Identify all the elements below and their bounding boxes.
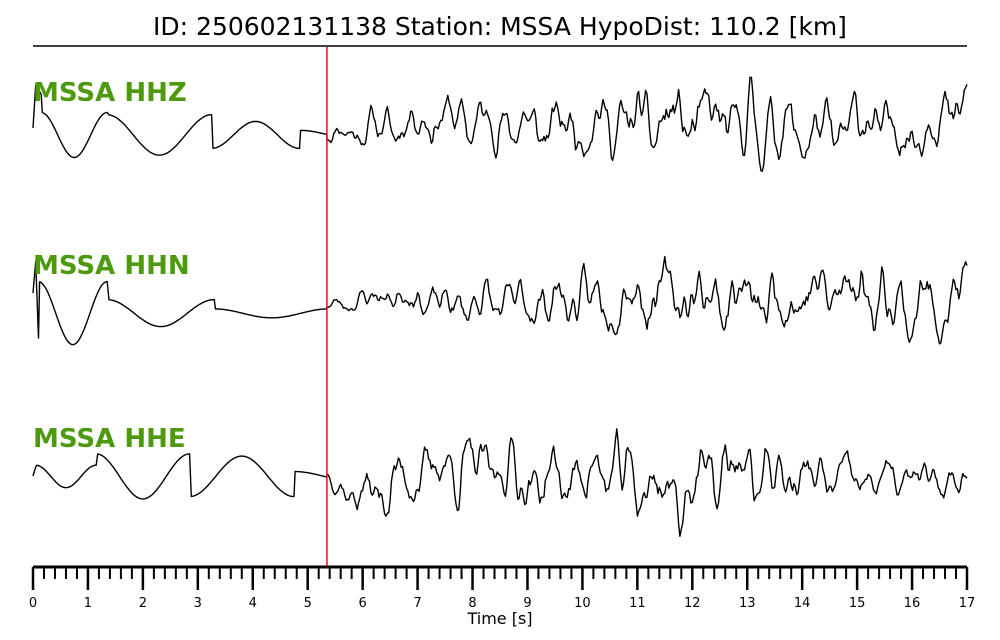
trace-line-0 <box>32 76 968 172</box>
tick-label-7: 7 <box>413 596 421 611</box>
x-axis-label: Time [s] <box>466 609 532 628</box>
trace-labels-group: MSSA HHZ MSSA HHN MSSA HHE <box>33 78 190 454</box>
trace-label-1: MSSA HHN <box>33 251 190 281</box>
traces-group <box>32 76 968 537</box>
tick-label-10: 10 <box>574 596 591 611</box>
tick-label-14: 14 <box>794 596 811 611</box>
tick-label-0: 0 <box>29 596 37 611</box>
tick-label-8: 8 <box>468 596 476 611</box>
tick-label-13: 13 <box>739 596 756 611</box>
time-axis: 0 1 2 3 4 5 6 7 8 9 10 11 12 13 14 15 16 17 <box>29 565 976 611</box>
trace-label-2: MSSA HHE <box>33 424 186 454</box>
tick-label-17: 17 <box>959 596 976 611</box>
figure-title: ID: 250602131138 Station: MSSA HypoDist:… <box>153 12 847 41</box>
tick-label-11: 11 <box>629 596 646 611</box>
tick-label-9: 9 <box>523 596 531 611</box>
tick-label-4: 4 <box>249 596 257 611</box>
trace-line-2 <box>32 428 968 537</box>
tick-label-15: 15 <box>849 596 866 611</box>
tick-label-16: 16 <box>904 596 921 611</box>
tick-label-5: 5 <box>304 596 312 611</box>
trace-line-1 <box>32 255 968 346</box>
tick-label-3: 3 <box>194 596 202 611</box>
trace-label-0: MSSA HHZ <box>33 78 187 108</box>
tick-label-6: 6 <box>359 596 367 611</box>
tick-label-12: 12 <box>684 596 701 611</box>
tick-label-1: 1 <box>84 596 92 611</box>
tick-label-2: 2 <box>139 596 147 611</box>
